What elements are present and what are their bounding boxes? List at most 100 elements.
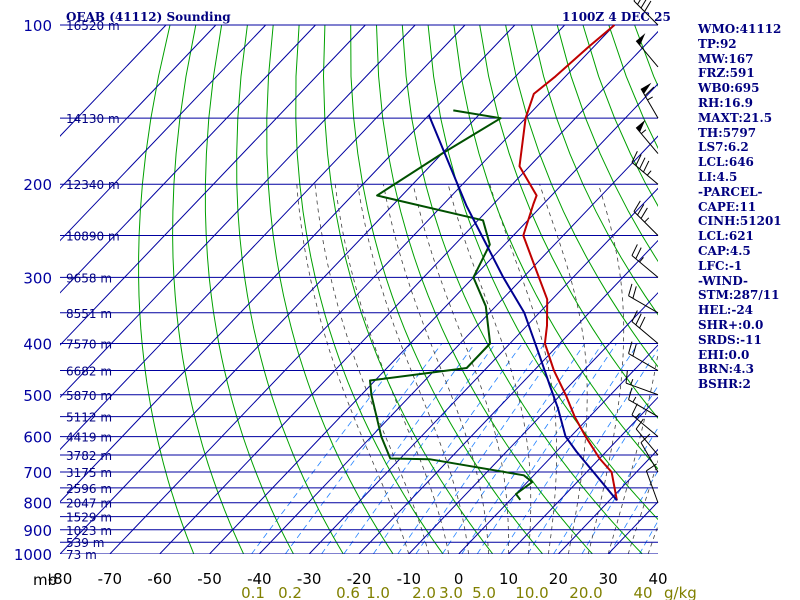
height-label: 2596 m	[66, 482, 112, 496]
pressure-label: 100	[23, 17, 52, 35]
info-line: LCL:646	[698, 155, 754, 170]
parcel-trace	[427, 114, 618, 502]
sounding-traces	[369, 24, 618, 502]
mixing-ratio-label: 40	[633, 584, 652, 600]
moist-adiabat-line	[447, 184, 532, 554]
wind-barb-half-feather	[639, 257, 644, 263]
height-labels: 16520 m 14130 m 12340 m 10890 m 9658 m 8551 m…	[66, 19, 120, 562]
isotherm-line	[508, 396, 658, 554]
mixing-ratio-lines	[251, 343, 658, 554]
mixing-ratio-label: 2.0	[412, 584, 436, 600]
moist-adiabat-line	[296, 184, 410, 554]
wind-barb-feather	[639, 316, 646, 329]
wind-barb-feather	[631, 403, 638, 416]
info-line: LS7:6.2	[698, 140, 749, 155]
pressure-label: 400	[23, 335, 52, 353]
wind-barb-staff	[628, 295, 659, 314]
dry-adiabat-line	[172, 24, 245, 554]
mixing-ratio-line	[372, 343, 523, 554]
stability-indices-panel: WMO:41112 TP:92 MW:167 FRZ:591 WB0:695 RH:16.…	[698, 22, 798, 392]
wind-barb-staff	[645, 470, 659, 503]
pressure-label: 900	[23, 522, 52, 540]
mixing-ratio-label: 0.2	[278, 584, 302, 600]
wind-barb-feather	[625, 370, 628, 384]
wind-barb-staff	[635, 428, 659, 456]
height-label: 9658 m	[66, 271, 112, 285]
wind-barb-staff	[631, 414, 659, 438]
wind-barb-pennant	[636, 33, 646, 46]
isotherm-line	[159, 30, 658, 554]
isotherm-line	[60, 24, 516, 503]
info-line: FRZ:591	[698, 66, 755, 81]
pressure-label: 700	[23, 464, 52, 482]
temperature-tick-label: -60	[147, 570, 172, 588]
height-label: 1023 m	[66, 524, 112, 538]
isotherm-line	[258, 135, 658, 554]
pressure-label: 500	[23, 387, 52, 405]
wind-barb-feather	[631, 151, 638, 163]
wind-barb-staff	[628, 353, 659, 371]
header: OEAB (41112) Sounding 1100Z 4 DEC 25	[66, 10, 671, 24]
isotherm-line	[557, 448, 658, 554]
height-label: 539 m	[66, 536, 104, 550]
wind-barb-staff	[628, 399, 659, 418]
wind-barb-staff	[635, 40, 659, 68]
wind-barb-feather	[628, 341, 633, 354]
mixing-ratio-label: 20.0	[569, 584, 602, 600]
mixing-ratio-unit-label: g/kg	[664, 584, 697, 600]
wind-barb-feather	[632, 344, 637, 357]
wind-barb-feather	[635, 154, 642, 166]
isotherm-line	[60, 24, 167, 137]
wind-barb-feather	[637, 204, 645, 216]
valid-time: 1100Z 4 DEC 25	[562, 10, 671, 24]
height-label: 16520 m	[66, 19, 120, 33]
wind-barb-staff	[640, 88, 659, 119]
wind-barb-half-feather	[630, 379, 634, 386]
temperature-tick-label: -80	[48, 570, 73, 588]
isotherm-line	[408, 292, 658, 554]
height-label: 3175 m	[66, 466, 112, 480]
wind-barb-staff	[631, 162, 659, 185]
moist-adiabat-line	[539, 184, 588, 554]
height-label: 6682 m	[66, 365, 112, 379]
info-line: SRDS:-11	[698, 332, 762, 347]
wind-barb-feather	[628, 283, 633, 296]
wind-barb-feather	[640, 0, 647, 9]
info-line: -WIND-	[698, 273, 748, 288]
pressure-label: 1000	[14, 546, 52, 564]
wind-barb-feather	[631, 244, 638, 256]
info-line: SHR+:0.0	[698, 317, 764, 332]
wind-barb-feather	[631, 310, 638, 322]
isotherm-line	[60, 24, 416, 399]
pressure-label: 600	[23, 429, 52, 447]
dry-adiabat-line	[427, 24, 658, 521]
isotherm-line	[60, 24, 267, 242]
wind-barb-half-feather	[635, 413, 641, 419]
height-label: 10890 m	[66, 230, 120, 244]
dry-adiabat-line	[295, 24, 444, 554]
mixing-ratio-line	[581, 427, 658, 554]
height-label: 1529 m	[66, 511, 112, 525]
isobars	[60, 24, 658, 554]
wind-barb-staff	[631, 255, 659, 278]
height-label: 12340 m	[66, 178, 120, 192]
isotherm-line	[60, 24, 316, 294]
info-line: WMO:41112	[698, 22, 782, 36]
wind-barb-feather	[644, 86, 655, 96]
info-line: CAPE:11	[698, 199, 757, 214]
moist-adiabat-line	[587, 184, 625, 554]
isotherm-line	[60, 24, 217, 190]
temperature-tick-label: -70	[98, 570, 123, 588]
wind-barb-feather	[628, 387, 633, 400]
wind-barb-staff	[633, 0, 659, 26]
chart-title: OEAB (41112) Sounding	[66, 10, 231, 24]
height-label: 14130 m	[66, 112, 120, 126]
dry-adiabat-line	[204, 24, 294, 554]
wind-barb-feather	[635, 313, 642, 326]
mixing-ratio-line	[461, 343, 603, 554]
moist-adiabat-line	[412, 184, 510, 554]
isotherms	[60, 24, 658, 554]
wind-barb-feather	[646, 463, 657, 472]
wind-barb-feather	[640, 433, 651, 443]
